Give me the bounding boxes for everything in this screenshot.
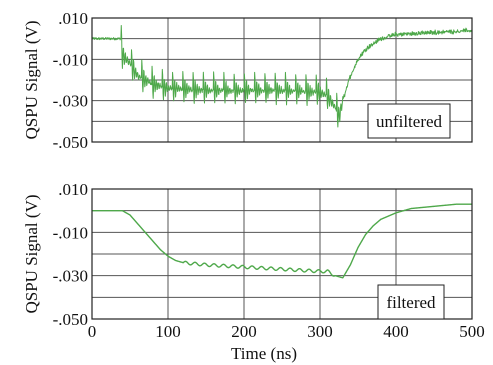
y-tick-label: -.050 xyxy=(53,310,88,329)
y-tick-label: .010 xyxy=(58,180,88,199)
x-tick-label: 200 xyxy=(231,322,257,341)
y-tick-label: -.030 xyxy=(53,92,88,111)
y-tick-label: .010 xyxy=(58,9,88,28)
x-tick-label: 400 xyxy=(383,322,409,341)
y-tick-label: -.030 xyxy=(53,267,88,286)
annotation-label: unfiltered xyxy=(376,112,443,131)
annotation-box xyxy=(377,284,445,320)
annotation-label: filtered xyxy=(386,293,436,312)
x-tick-label: 100 xyxy=(155,322,181,341)
x-tick-label: 0 xyxy=(88,322,97,341)
x-axis-label: Time (ns) xyxy=(231,344,297,363)
data-line xyxy=(91,25,473,128)
data-line xyxy=(91,203,473,279)
plot-frame xyxy=(91,188,473,320)
annotation-box xyxy=(367,103,451,139)
y-axis-label: QSPU Signal (V) xyxy=(22,20,41,139)
y-tick-label: -.010 xyxy=(53,223,88,242)
y-tick-label: -.010 xyxy=(53,50,88,69)
x-tick-label: 300 xyxy=(307,322,333,341)
plot-frame xyxy=(91,17,473,143)
x-tick-label: 500 xyxy=(459,322,485,341)
panel-top: .010 -.010 -.030 -.050 QSPU Signal (V) unfilt… xyxy=(22,9,473,152)
y-tick-label: -.050 xyxy=(53,133,88,152)
y-axis-label: QSPU Signal (V) xyxy=(22,194,41,313)
